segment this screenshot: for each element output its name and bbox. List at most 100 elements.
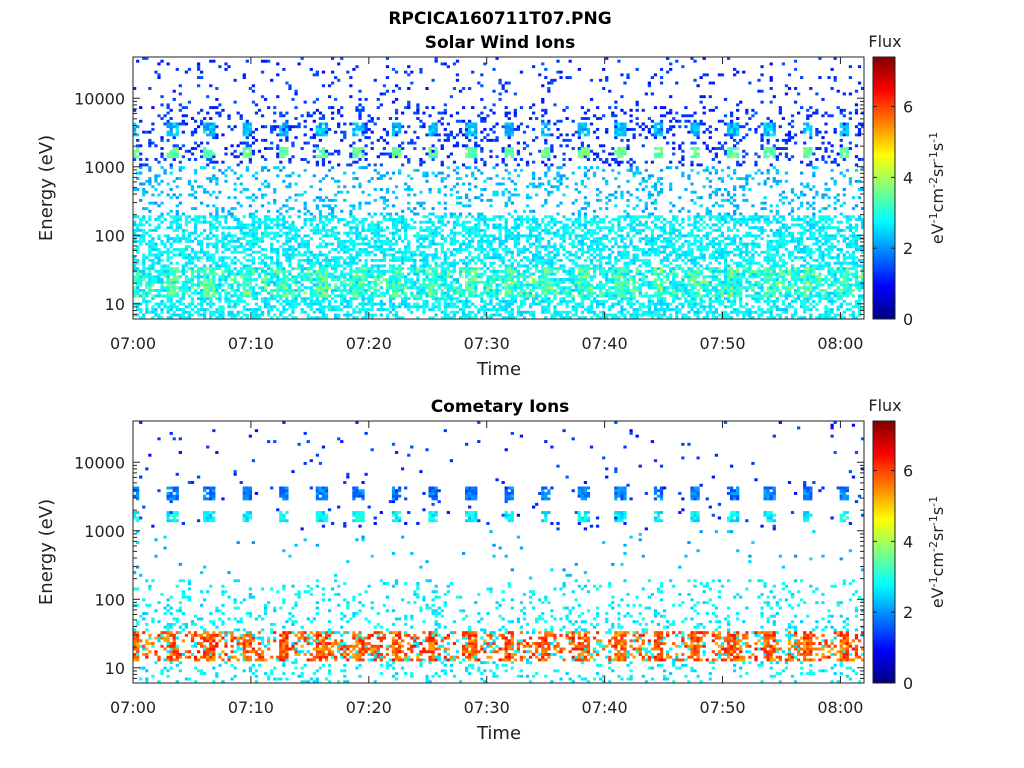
flux-cell bbox=[142, 259, 145, 262]
flux-cell bbox=[468, 139, 471, 142]
flux-cell bbox=[581, 286, 584, 289]
flux-cell bbox=[578, 240, 581, 243]
flux-cell bbox=[398, 215, 401, 218]
flux-cell bbox=[541, 84, 544, 87]
flux-cell bbox=[151, 294, 154, 297]
flux-cell bbox=[148, 142, 151, 145]
flux-cell bbox=[313, 262, 316, 265]
flux-cell bbox=[191, 270, 194, 273]
flux-cell bbox=[261, 281, 264, 284]
flux-cell bbox=[407, 73, 410, 76]
flux-cell bbox=[261, 196, 264, 199]
flux-cell bbox=[157, 223, 160, 226]
flux-cell bbox=[276, 294, 279, 297]
flux-cell bbox=[419, 204, 422, 207]
flux-cell bbox=[249, 243, 252, 246]
flux-cell bbox=[489, 204, 492, 207]
flux-cell bbox=[505, 234, 508, 237]
flux-cell bbox=[237, 245, 240, 248]
flux-cell bbox=[462, 248, 465, 251]
flux-cell bbox=[322, 204, 325, 207]
flux-cell bbox=[227, 117, 230, 120]
flux-cell bbox=[553, 284, 556, 287]
flux-cell bbox=[221, 259, 224, 262]
flux-cell bbox=[578, 213, 581, 216]
flux-cell bbox=[191, 303, 194, 306]
flux-cell bbox=[288, 264, 291, 267]
flux-cell bbox=[264, 125, 267, 128]
flux-cell bbox=[416, 292, 419, 295]
flux-cell bbox=[459, 308, 462, 311]
flux-cell bbox=[218, 311, 221, 314]
flux-cell bbox=[401, 286, 404, 289]
flux-cell bbox=[258, 273, 261, 276]
flux-cell bbox=[358, 98, 361, 101]
flux-cell bbox=[224, 237, 227, 240]
flux-cell bbox=[584, 297, 587, 300]
flux-cell bbox=[514, 275, 517, 278]
flux-cell bbox=[182, 251, 185, 254]
flux-cell bbox=[404, 305, 407, 308]
flux-cell bbox=[249, 158, 252, 161]
flux-cell bbox=[425, 174, 428, 177]
flux-cell bbox=[465, 243, 468, 246]
flux-cell bbox=[529, 183, 532, 186]
flux-cell bbox=[499, 218, 502, 221]
flux-cell bbox=[182, 308, 185, 311]
flux-cell bbox=[288, 300, 291, 303]
flux-cell bbox=[514, 243, 517, 246]
flux-cell bbox=[249, 281, 252, 284]
flux-cell bbox=[157, 262, 160, 265]
flux-cell bbox=[334, 289, 337, 292]
flux-cell bbox=[559, 281, 562, 284]
flux-cell bbox=[562, 109, 565, 112]
flux-cell bbox=[209, 150, 212, 153]
flux-cell bbox=[167, 139, 170, 142]
flux-cell bbox=[438, 218, 441, 221]
flux-cell bbox=[581, 273, 584, 276]
flux-cell bbox=[276, 62, 279, 65]
flux-cell bbox=[346, 240, 349, 243]
flux-cell bbox=[209, 226, 212, 229]
flux-cell bbox=[465, 248, 468, 251]
flux-cell bbox=[328, 294, 331, 297]
flux-cell bbox=[346, 248, 349, 251]
flux-cell bbox=[395, 125, 398, 128]
flux-cell bbox=[160, 281, 163, 284]
flux-cell bbox=[435, 248, 438, 251]
flux-cell bbox=[361, 166, 364, 169]
flux-cell bbox=[459, 270, 462, 273]
flux-cell bbox=[224, 300, 227, 303]
flux-cell bbox=[270, 251, 273, 254]
flux-cell bbox=[364, 218, 367, 221]
flux-cell bbox=[462, 133, 465, 136]
flux-cell bbox=[468, 251, 471, 254]
flux-cell bbox=[556, 71, 559, 74]
flux-cell bbox=[569, 259, 572, 262]
flux-cell bbox=[243, 131, 246, 134]
flux-cell bbox=[483, 218, 486, 221]
flux-cell bbox=[246, 131, 249, 134]
flux-cell bbox=[371, 232, 374, 235]
flux-cell bbox=[541, 245, 544, 248]
flux-cell bbox=[499, 264, 502, 267]
flux-cell bbox=[249, 245, 252, 248]
flux-cell bbox=[358, 207, 361, 210]
flux-cell bbox=[212, 286, 215, 289]
flux-cell bbox=[240, 267, 243, 270]
flux-cell bbox=[462, 183, 465, 186]
flux-cell bbox=[297, 273, 300, 276]
flux-cell bbox=[224, 245, 227, 248]
flux-cell bbox=[203, 314, 206, 317]
flux-cell bbox=[343, 281, 346, 284]
flux-cell bbox=[544, 142, 547, 145]
flux-cell bbox=[581, 251, 584, 254]
flux-cell bbox=[468, 120, 471, 123]
flux-cell bbox=[492, 281, 495, 284]
flux-cell bbox=[514, 284, 517, 287]
flux-cell bbox=[456, 300, 459, 303]
flux-cell bbox=[170, 284, 173, 287]
flux-cell bbox=[456, 183, 459, 186]
flux-cell bbox=[151, 202, 154, 205]
flux-cell bbox=[230, 215, 233, 218]
